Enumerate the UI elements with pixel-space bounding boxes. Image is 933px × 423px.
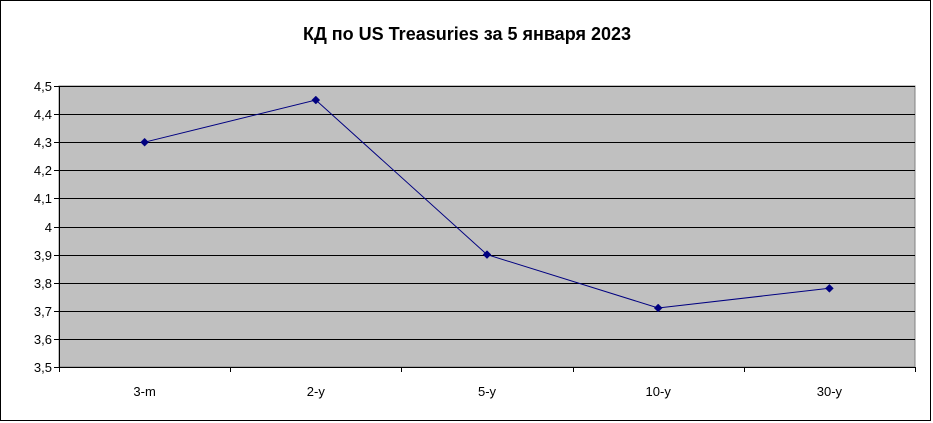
- y-tick-label: 3,8: [34, 276, 52, 291]
- x-tick-label: 10-y: [646, 384, 672, 399]
- y-tick-label: 4,3: [34, 135, 52, 150]
- chart-title: КД по US Treasuries за 5 января 2023: [303, 24, 631, 44]
- y-tick-label: 4,1: [34, 191, 52, 206]
- y-tick-label: 3,9: [34, 248, 52, 263]
- x-tick-label: 5-y: [478, 384, 497, 399]
- data-point-diamond-icon: [140, 137, 149, 147]
- y-tick-label: 4,4: [34, 107, 52, 122]
- grid-lines: [59, 86, 915, 340]
- data-point-diamond-icon: [311, 95, 321, 105]
- x-tick-label: 2-y: [307, 384, 326, 399]
- y-tick-label: 4,5: [34, 79, 52, 94]
- y-tick-label: 3,5: [34, 360, 52, 375]
- y-tick-label: 3,7: [34, 304, 52, 319]
- data-point-diamond-icon: [825, 283, 834, 293]
- y-tick-label: 4: [45, 220, 52, 235]
- axes: [59, 86, 915, 368]
- y-tick-label: 4,2: [34, 163, 52, 178]
- series-layer: [140, 95, 834, 313]
- x-axis-ticks: 3-m 2-y 5-y 10-y 30-y: [59, 367, 916, 399]
- data-point-diamond-icon: [482, 250, 492, 259]
- y-axis-ticks: 3,5 3,6 3,7 3,8 3,9 4 4,1 4,2 4,3 4,4 4,5: [34, 79, 59, 375]
- x-tick-label: 3-m: [133, 384, 155, 399]
- x-tick-label: 30-y: [817, 384, 843, 399]
- y-tick-label: 3,6: [34, 332, 52, 347]
- plot-area: [58, 85, 916, 368]
- data-point-diamond-icon: [653, 303, 663, 313]
